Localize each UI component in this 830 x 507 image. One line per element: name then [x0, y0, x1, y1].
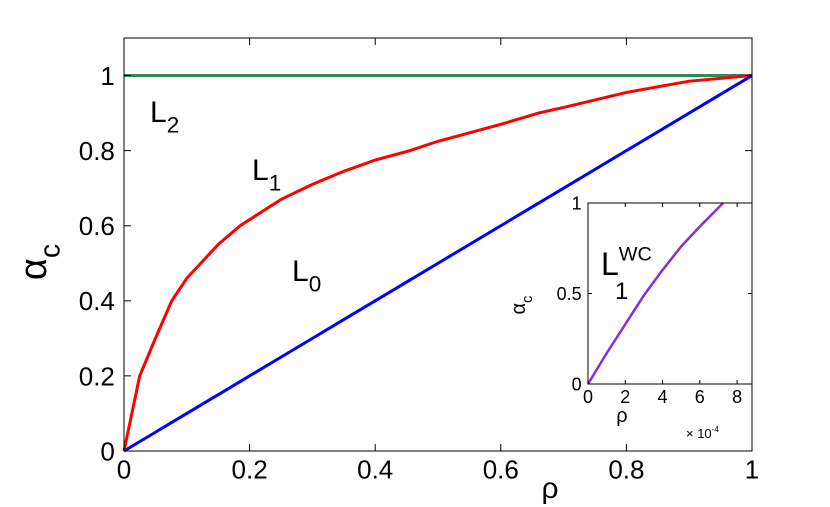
x-tick-label: 0.8 [608, 454, 644, 484]
x-tick-label: 0.4 [357, 454, 393, 484]
y-tick-label: 0 [100, 436, 114, 466]
x-tick-label: 0.2 [232, 454, 268, 484]
y-tick-label: 0.6 [79, 211, 115, 241]
curve-annotation-main: L [252, 154, 269, 187]
y-tick-label: 1 [100, 61, 114, 91]
x-axis-label-main: ρ [541, 472, 558, 505]
y-tick-label: 0.2 [79, 361, 115, 391]
curve-annotation-main: L [292, 255, 309, 288]
y-tick-label: 0.5 [557, 284, 582, 304]
curve-annotation: L1 [252, 154, 281, 196]
y-axis-label: αc [13, 244, 66, 280]
x-tick-label: 0.6 [483, 454, 519, 484]
curve-annotation-sub: 1 [269, 171, 282, 196]
y-tick-label: 0 [572, 374, 582, 394]
x-tick-label: 1 [745, 454, 759, 484]
y-axis-label-main: α [13, 258, 55, 280]
series-line [586, 202, 725, 385]
x-axis-label: ρ [616, 405, 627, 427]
curve-annotation-sup: WC [619, 244, 652, 266]
curve-annotation-main: L [150, 96, 167, 129]
x-tick-label: 8 [732, 387, 742, 407]
curve-annotation: L2 [150, 96, 179, 138]
curve-annotation-sub: 0 [309, 272, 322, 297]
x-tick-label: 0 [583, 387, 593, 407]
y-axis-label-main: α [508, 303, 530, 315]
x-tick-label: 2 [620, 387, 630, 407]
series-line [122, 74, 753, 452]
x-tick-label: 6 [695, 387, 705, 407]
curve-annotation: LWC 1 [601, 244, 652, 305]
y-axis-label: αc [508, 295, 536, 315]
curve-annotation-main: L [601, 246, 619, 282]
x-tick-label: 0 [117, 454, 131, 484]
x-tick-label: 4 [658, 387, 668, 407]
x-scale-label-main: × 10 [686, 426, 712, 441]
x-scale-label-sup: -4 [712, 425, 720, 434]
curve-annotation-sub: 1 [615, 278, 628, 305]
plot-area [588, 203, 752, 384]
y-tick-label: 0.4 [79, 286, 115, 316]
x-axis-label-main: ρ [616, 405, 627, 427]
curve-annotation-sub: 2 [167, 113, 180, 138]
curve-annotation: L0 [292, 255, 321, 297]
x-scale-label: × 10-4 [686, 425, 719, 441]
x-axis-label: ρ [541, 472, 558, 505]
y-axis-label-sub: c [519, 295, 536, 303]
series-line [123, 74, 753, 453]
y-tick-label: 0.8 [79, 136, 115, 166]
y-axis-label-sub: c [34, 244, 66, 258]
y-tick-label: 1 [572, 193, 582, 213]
